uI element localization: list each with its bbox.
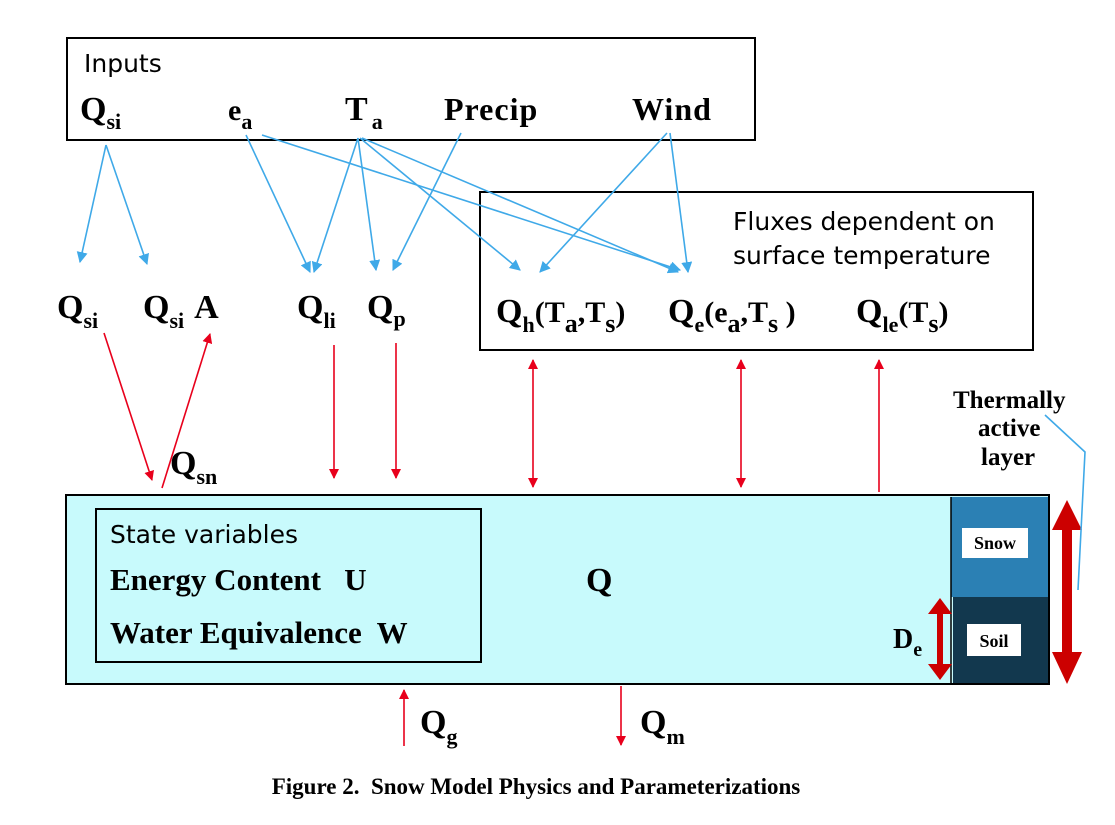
flux-qe: Qe(ea,Ts ) — [668, 293, 796, 338]
arrow-precip-to-qp — [392, 132, 462, 271]
thermal-label-leader — [1044, 414, 1086, 591]
snow-label-box — [962, 528, 1028, 558]
energy-content: Energy Content U — [110, 562, 367, 597]
depth-de: De — [893, 624, 922, 661]
figure-caption: Figure 2. Snow Model Physics and Paramet… — [272, 774, 801, 799]
soil-label: Soil — [979, 631, 1008, 651]
flux-qg: Qg — [420, 704, 457, 749]
flux-qli: Qli — [297, 289, 336, 333]
arrow-ta-to-qli — [311, 137, 359, 274]
arrow-ta-to-qh — [359, 137, 521, 271]
input-qsi: Qsi — [80, 91, 121, 134]
thermal-label-1: Thermally — [953, 387, 1066, 414]
flux-qm: Qm — [640, 704, 685, 749]
arrow-ea-to-qli — [245, 134, 311, 273]
arrow-ta-to-qp — [357, 137, 381, 272]
water-equivalence: Water Equivalence W — [110, 615, 408, 650]
flux-qsiA: Qsi A — [143, 289, 219, 333]
surface-flux-label-2: surface temperature — [733, 241, 990, 270]
arrow-qsi-to-qsiA — [105, 144, 149, 266]
state-variables-box — [95, 508, 482, 663]
soil-label-box — [967, 624, 1021, 656]
inputs-label: Inputs — [84, 49, 162, 78]
thermal-label-2: active — [978, 415, 1040, 442]
arrow-wind-to-qe — [669, 132, 693, 274]
inputs-box — [66, 37, 756, 141]
state-variables-label: State variables — [110, 520, 298, 549]
arrow-qsi-down — [103, 332, 154, 481]
flux-qsi: Qsi — [57, 289, 98, 333]
flux-qh: Qh(Ta,Ts) — [496, 293, 625, 338]
arrow-ea-to-qe — [261, 134, 682, 273]
active-layer — [65, 494, 1050, 685]
flux-q: Q — [586, 562, 612, 599]
arrow-qsiA-up — [161, 333, 213, 489]
snow-label: Snow — [974, 533, 1016, 553]
flux-qp: Qp — [367, 289, 406, 331]
surface-flux-label-1: Fluxes dependent on — [733, 207, 995, 236]
arrow-ta-to-qe — [361, 137, 680, 274]
input-ea: ea — [228, 94, 252, 134]
arrow-wind-to-qh — [539, 132, 668, 273]
input-precip: Precip — [444, 91, 538, 127]
surface-flux-box — [479, 191, 1034, 351]
input-arrows — [76, 132, 693, 274]
de-arrow — [928, 598, 952, 680]
flux-qsn: Qsn — [170, 445, 217, 489]
thermal-label-3: layer — [981, 444, 1035, 471]
arrow-qsi-to-qsi — [76, 144, 107, 264]
flux-qle: Qle(Ts) — [856, 293, 948, 338]
thermal-layer-arrow — [1052, 500, 1082, 684]
input-wind: Wind — [632, 91, 712, 127]
